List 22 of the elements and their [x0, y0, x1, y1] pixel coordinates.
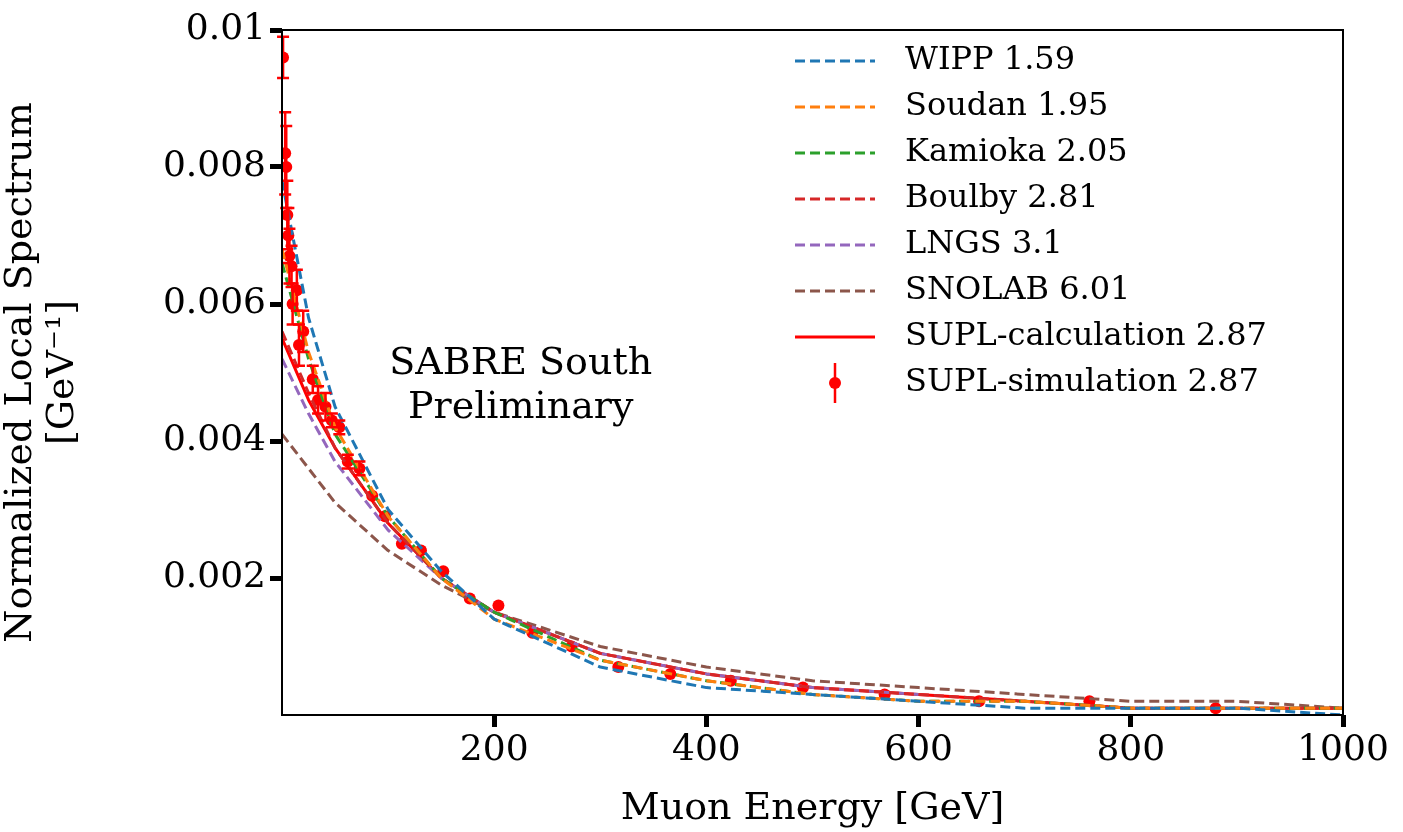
- y-axis-title: Normalized Local Spectrum [GeV⁻¹]: [0, 102, 82, 643]
- y-tick-label: 0.002: [162, 554, 266, 596]
- y-tick-label: 0.008: [162, 143, 266, 185]
- x-tick-label: 200: [459, 726, 529, 768]
- legend-label: SUPL-simulation 2.87: [905, 361, 1259, 400]
- point: [492, 599, 505, 612]
- x-axis-title: Muon Energy [GeV]: [620, 784, 1005, 829]
- y-tick-label: 0.004: [162, 417, 266, 459]
- x-tick-label: 600: [884, 726, 953, 768]
- legend-label: SUPL-calculation 2.87: [905, 315, 1267, 354]
- y-tick-label: 0.01: [185, 6, 266, 48]
- legend-label: Kamioka 2.05: [905, 131, 1128, 170]
- legend-label: SNOLAB 6.01: [905, 269, 1131, 308]
- x-tick-label: 400: [672, 726, 741, 768]
- legend-label: Boulby 2.81: [905, 177, 1099, 216]
- x-tick-label: 800: [1096, 726, 1166, 768]
- legend-label: LNGS 3.1: [905, 223, 1063, 262]
- x-tick-label: 1000: [1297, 726, 1389, 768]
- legend-label: WIPP 1.59: [905, 39, 1076, 78]
- legend-label: Soudan 1.95: [905, 85, 1109, 124]
- y-tick-label: 0.006: [162, 280, 266, 322]
- annotation: SABRE South Preliminary: [389, 339, 653, 428]
